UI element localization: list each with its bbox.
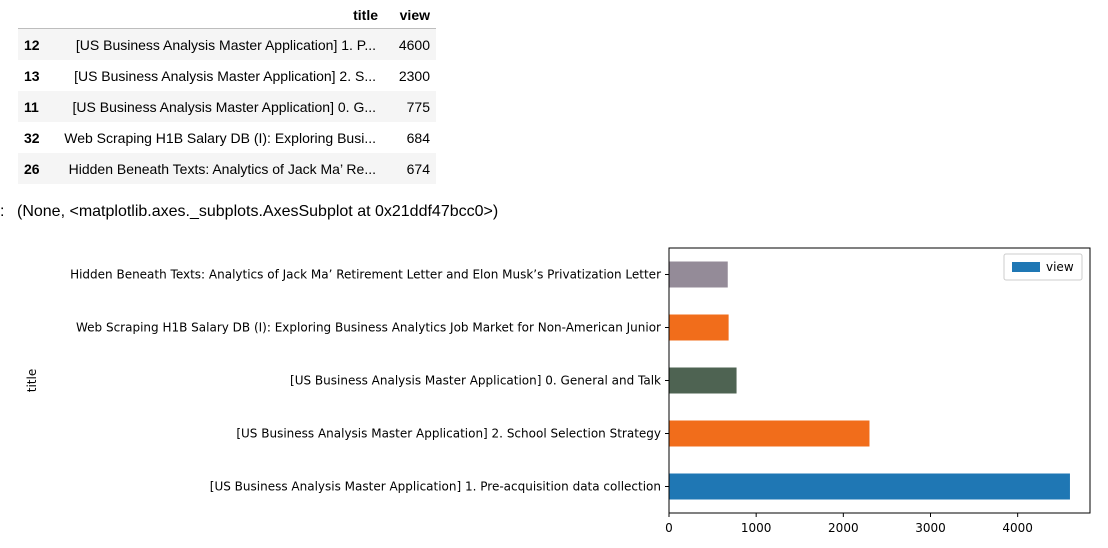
table-row: 26 Hidden Beneath Texts: Analytics of Ja… xyxy=(18,153,436,184)
cell-title: Web Scraping H1B Salary DB (I): Explorin… xyxy=(64,129,376,146)
bar xyxy=(669,367,737,394)
x-tick-label: 3000 xyxy=(915,521,946,535)
bar xyxy=(669,420,870,447)
bar xyxy=(669,314,729,341)
row-index: 32 xyxy=(24,129,40,146)
y-tick-label: [US Business Analysis Master Application… xyxy=(210,480,661,494)
row-index: 11 xyxy=(24,98,39,115)
legend-swatch xyxy=(1012,262,1040,272)
y-tick-label: [US Business Analysis Master Application… xyxy=(236,427,661,441)
bar xyxy=(669,473,1070,500)
y-tick-label: [US Business Analysis Master Application… xyxy=(290,374,661,388)
table-row: 13 [US Business Analysis Master Applicat… xyxy=(18,60,436,91)
column-header-view: view xyxy=(384,2,436,29)
table-header-row: title view xyxy=(18,2,436,29)
cell-view: 674 xyxy=(406,160,430,177)
x-tick-label: 0 xyxy=(665,521,673,535)
legend-box xyxy=(1003,253,1083,281)
cell-view: 684 xyxy=(406,129,430,146)
row-index: 26 xyxy=(24,160,40,177)
row-index: 12 xyxy=(24,36,40,53)
table-row: 11 [US Business Analysis Master Applicat… xyxy=(18,91,436,122)
cell-view: 775 xyxy=(406,98,430,115)
y-tick-label: Hidden Beneath Texts: Analytics of Jack … xyxy=(70,268,661,282)
cell-view: 4600 xyxy=(398,36,430,53)
dataframe-table: title view 12 [US Business Analysis Mast… xyxy=(18,2,436,184)
index-header xyxy=(18,2,58,29)
y-tick-label: Web Scraping H1B Salary DB (I): Explorin… xyxy=(76,321,661,335)
bar-chart: [US Business Analysis Master Application… xyxy=(25,247,1091,535)
cell-view: 2300 xyxy=(398,67,430,84)
cell-title: Hidden Beneath Texts: Analytics of Jack … xyxy=(68,160,376,177)
x-tick-label: 2000 xyxy=(828,521,859,535)
axes-frame xyxy=(668,247,1091,514)
x-tick-label: 4000 xyxy=(1002,521,1033,535)
cell-title: [US Business Analysis Master Application… xyxy=(72,98,376,115)
table-row: 32 Web Scraping H1B Salary DB (I): Explo… xyxy=(18,122,436,153)
legend-label: view xyxy=(1046,260,1074,274)
table-row: 12 [US Business Analysis Master Applicat… xyxy=(18,28,436,60)
column-header-title: title xyxy=(58,2,384,29)
y-axis-label: title xyxy=(25,369,39,392)
x-tick-label: 1000 xyxy=(741,521,772,535)
row-index: 13 xyxy=(24,67,40,84)
output-prompt: : xyxy=(0,203,5,220)
output-text: (None, <matplotlib.axes._subplots.AxesSu… xyxy=(17,203,499,220)
cell-title: [US Business Analysis Master Application… xyxy=(74,67,376,84)
cell-title: [US Business Analysis Master Application… xyxy=(75,36,376,53)
bar xyxy=(669,261,728,288)
